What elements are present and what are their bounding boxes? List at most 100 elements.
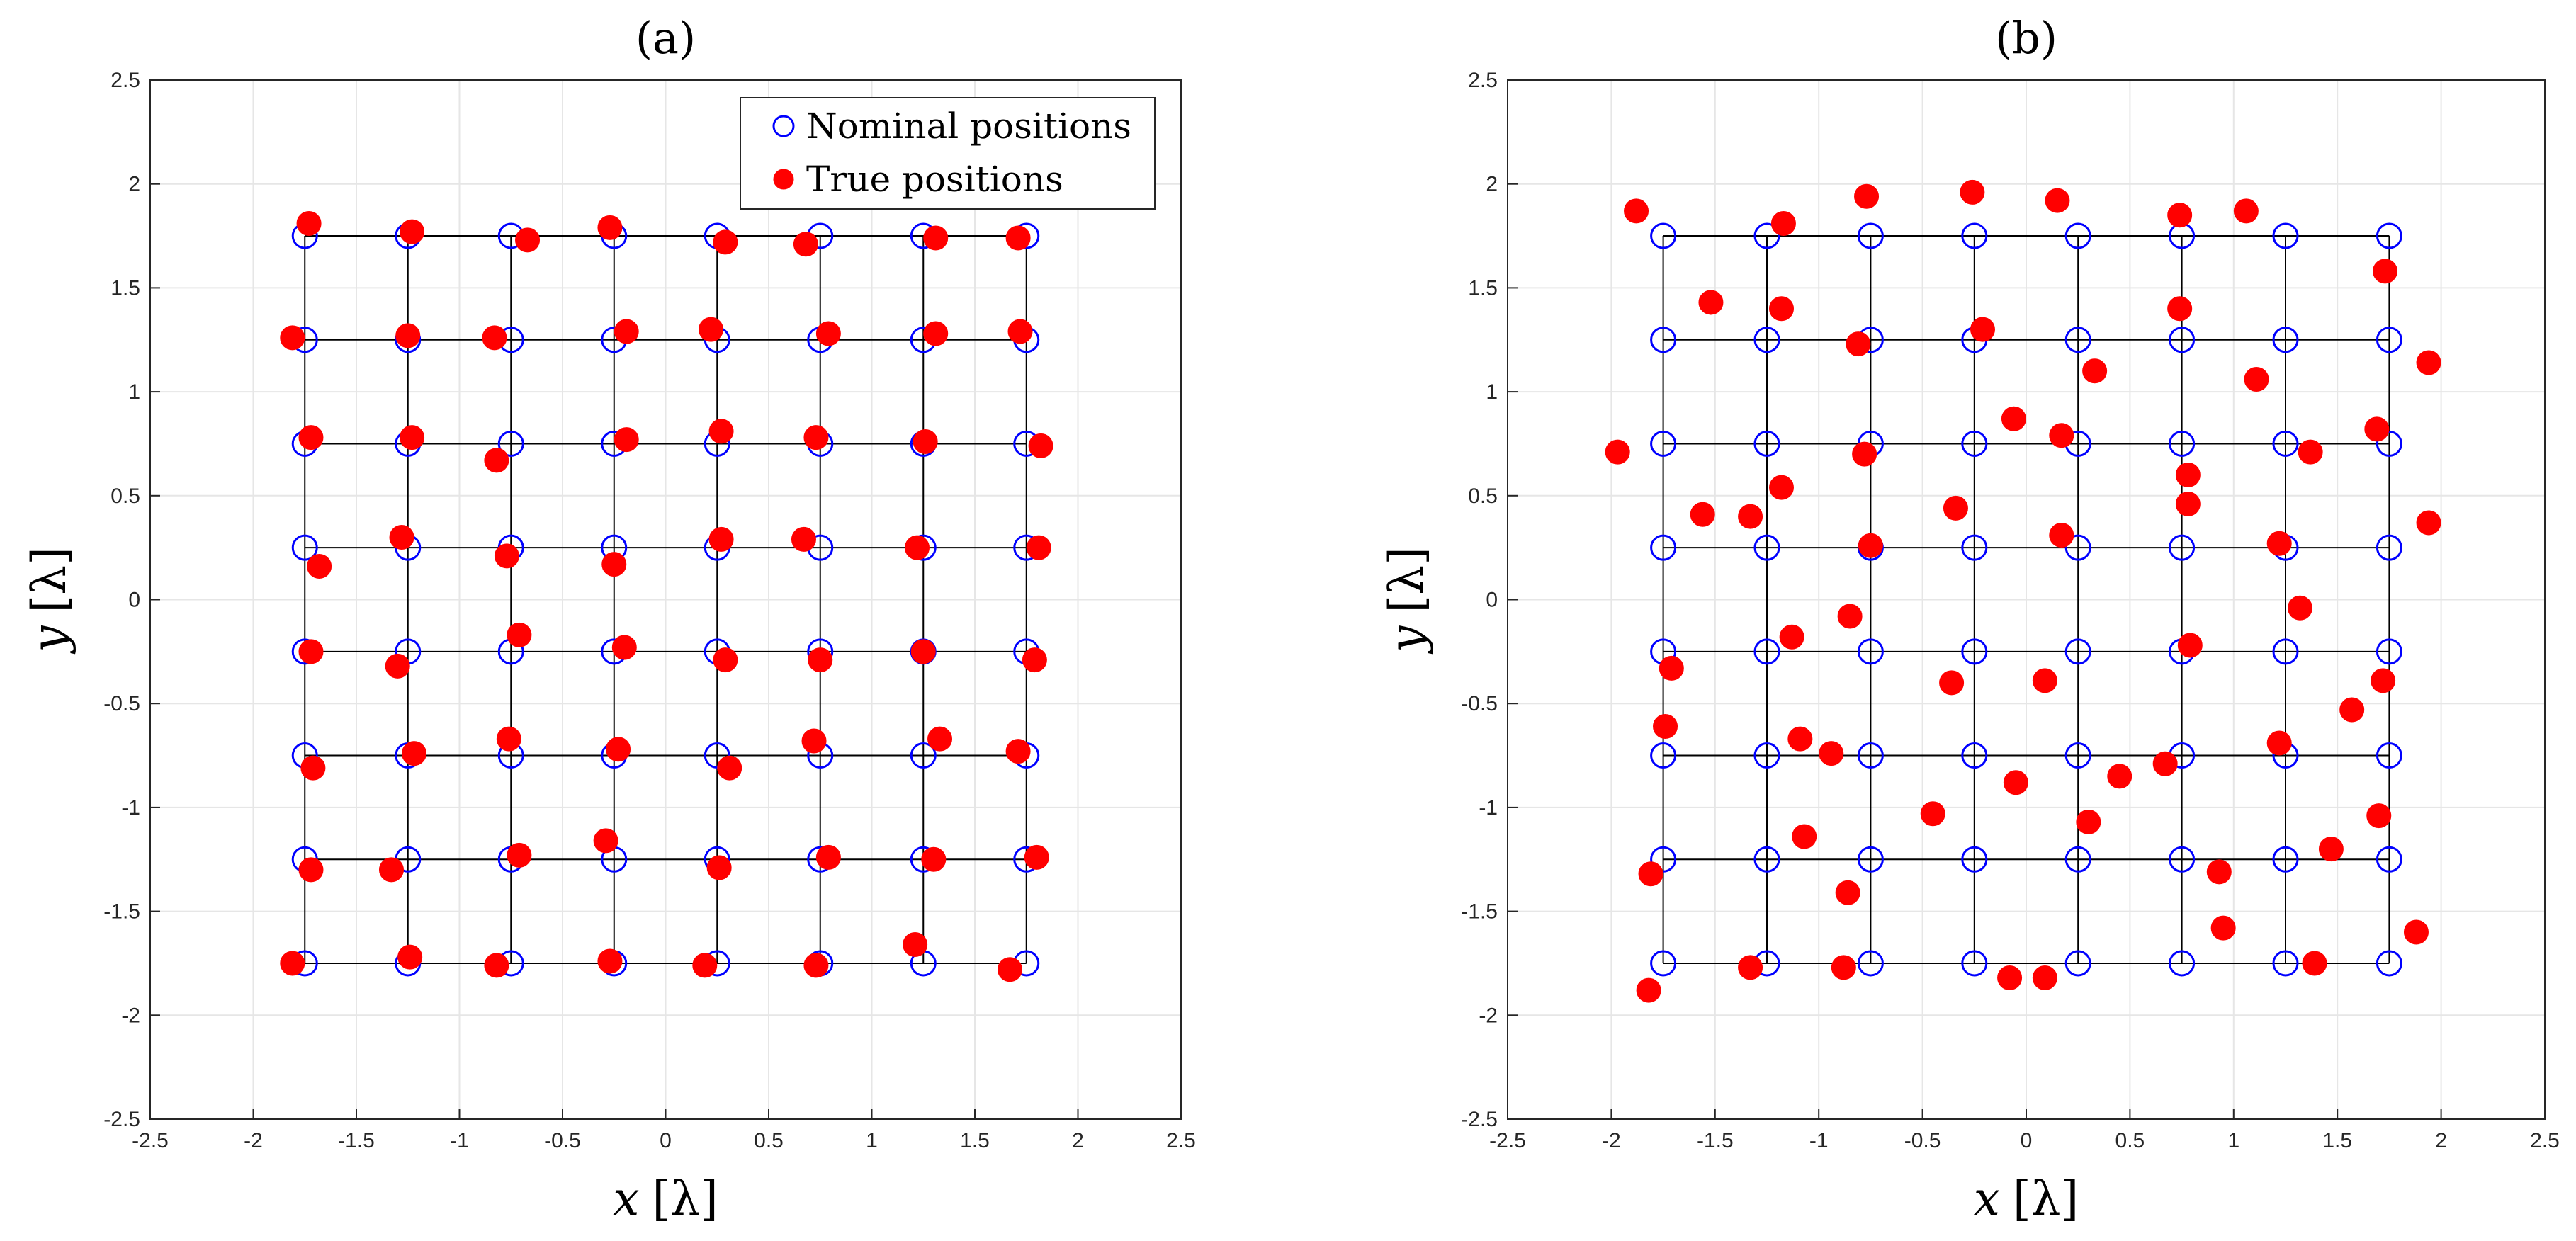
true-point [1698, 290, 1724, 315]
nominal-point [1961, 534, 1988, 561]
true-point [2244, 366, 2269, 392]
true-point [1835, 880, 1860, 905]
true-point [2403, 919, 2429, 945]
true-point [298, 857, 324, 883]
nominal-point [1753, 638, 1780, 665]
nominal-point [2272, 846, 2299, 873]
nominal-point [1961, 742, 1988, 769]
x-tick-label: 1.5 [960, 1129, 990, 1152]
true-point [2266, 730, 2292, 756]
nominal-point [1857, 950, 1884, 977]
true-point [494, 543, 519, 569]
true-point [903, 932, 928, 958]
true-point [708, 526, 734, 552]
x-tick-label: 0 [2021, 1129, 2033, 1152]
true-point [1997, 965, 2023, 990]
nominal-point [1753, 534, 1780, 561]
true-point [597, 215, 623, 240]
y-tick-label: 2.5 [1468, 69, 1498, 92]
x-tick-label: -2 [1602, 1129, 1621, 1152]
true-point [1768, 296, 1794, 322]
true-point [482, 325, 507, 351]
true-point [997, 957, 1022, 982]
true-point [606, 737, 631, 762]
y-tick-label: -2 [121, 1004, 140, 1027]
true-point [307, 554, 332, 579]
nominal-point [2064, 222, 2091, 249]
true-point [400, 219, 425, 244]
x-tick-label: 1.5 [2322, 1129, 2352, 1152]
y-axis-unit-b: [λ] [1379, 547, 1434, 613]
nominal-point [2376, 638, 2402, 665]
legend-marker-true [773, 169, 794, 190]
x-axis-unit-b: [λ] [2013, 1172, 2079, 1226]
x-tick-label: 0.5 [2115, 1129, 2145, 1152]
x-tick-label: -1.5 [1697, 1129, 1734, 1152]
nominal-point [1857, 846, 1884, 873]
true-point [1005, 225, 1031, 251]
true-point [2175, 462, 2201, 487]
x-axis-var-b: x [1974, 1172, 2000, 1226]
y-tick-label: 1 [1486, 380, 1498, 404]
true-point [1659, 655, 1684, 681]
true-point [2339, 697, 2365, 722]
nominal-point [1650, 950, 1677, 977]
x-tick-label: -2.5 [132, 1129, 169, 1152]
true-point [614, 319, 639, 344]
x-axis-unit-a: [λ] [652, 1172, 718, 1226]
true-point [2416, 510, 2441, 536]
true-point [1007, 319, 1033, 344]
true-point [2302, 951, 2327, 976]
nominal-point [2169, 950, 2196, 977]
true-point [593, 828, 618, 854]
nominal-point [1961, 950, 1988, 977]
true-point [2266, 531, 2292, 556]
nominal-point [1650, 534, 1677, 561]
true-point [2049, 523, 2074, 548]
legend: Nominal positions True positions [740, 97, 1156, 210]
nominal-point [1961, 638, 1988, 665]
y-tick-label: -2 [1479, 1004, 1498, 1027]
true-point [713, 647, 738, 673]
true-point [1837, 604, 1863, 629]
true-point [1854, 183, 1880, 209]
y-tick-label: 1.5 [111, 276, 140, 300]
true-point [280, 951, 305, 976]
y-tick-label: -0.5 [1461, 692, 1498, 715]
true-point [2167, 203, 2193, 228]
true-point [2371, 668, 2396, 693]
x-tick-label: 1 [2227, 1129, 2239, 1152]
nominal-point [497, 430, 524, 457]
nominal-point [2064, 638, 2091, 665]
y-axis-label-b: y [λ] [1379, 547, 1434, 654]
x-tick-label: -0.5 [1904, 1129, 1941, 1152]
nominal-point [1753, 846, 1780, 873]
x-tick-label: 2.5 [2530, 1129, 2560, 1152]
true-point [815, 321, 841, 346]
nominal-point [291, 534, 318, 561]
x-tick-label: -2 [244, 1129, 263, 1152]
nominal-point [1650, 430, 1677, 457]
true-point [905, 535, 930, 560]
true-point [389, 524, 414, 550]
panel-b: -2.5-2.5 -2 -2 -1.5 -1.5 -1 -1 -0.5 -0.5 0 0 0.5 0.5… [1379, 12, 2560, 1226]
true-point [2177, 633, 2203, 658]
nominal-point [2376, 950, 2402, 977]
true-point [298, 639, 324, 664]
y-tick-label: -2.5 [103, 1108, 140, 1131]
true-point [2298, 439, 2323, 465]
x-tick-label: 0 [660, 1129, 672, 1152]
nominal-point [2064, 534, 2091, 561]
true-point [1605, 439, 1630, 465]
true-point [1787, 726, 1813, 752]
nominal-point [1650, 327, 1677, 353]
true-point [921, 846, 947, 872]
nominal-point [1650, 846, 1677, 873]
legend-box [740, 97, 1156, 210]
y-tick-label: 2.5 [111, 69, 140, 92]
nominal-point [2169, 846, 2196, 873]
nominal-point [2376, 430, 2402, 457]
true-point [2210, 915, 2236, 941]
true-point [1858, 533, 1883, 558]
